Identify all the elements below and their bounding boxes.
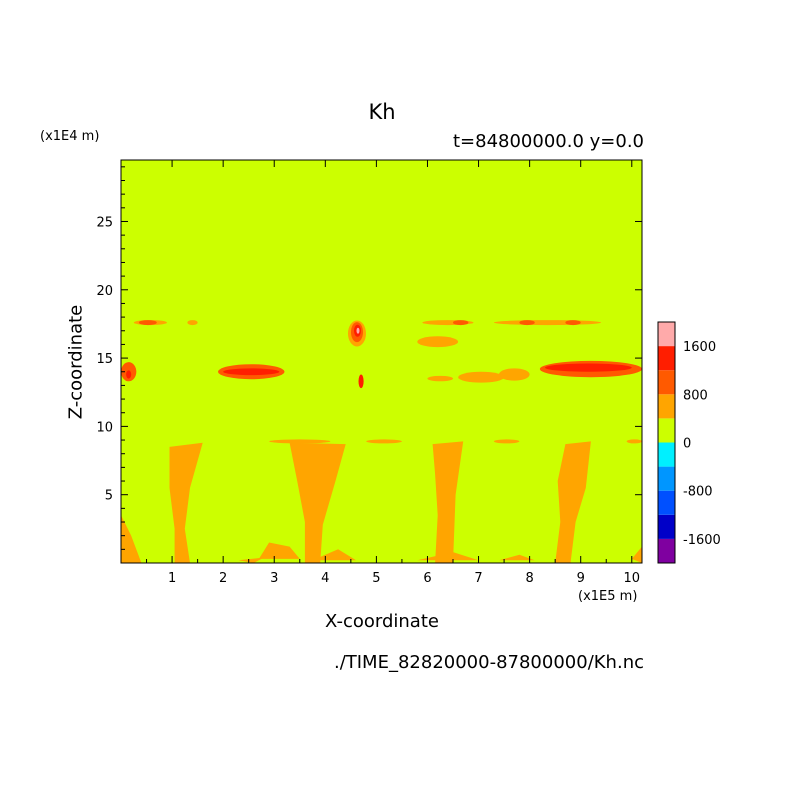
ridge-2 <box>366 439 402 444</box>
band-region-9 <box>358 374 364 389</box>
source-file-label: ./TIME_82820000-87800000/Kh.nc <box>333 652 644 673</box>
y-tick-label: 15 <box>96 352 113 367</box>
streak-6 <box>493 320 602 326</box>
band-region-6 <box>498 368 530 381</box>
x-tick-label: 1 <box>168 571 176 586</box>
ridge-4 <box>626 439 642 444</box>
colorbar-label: -800 <box>683 485 713 500</box>
plume-6 <box>258 542 300 559</box>
x-tick-label: 5 <box>372 571 380 586</box>
band-region-4 <box>223 368 280 376</box>
colorbar-label: -1600 <box>683 533 721 548</box>
colorbar-swatch <box>658 538 675 563</box>
x-tick-label: 9 <box>577 571 585 586</box>
x-tick-label: 2 <box>219 571 227 586</box>
x-tick-label: 10 <box>624 571 641 586</box>
y-tick-label: 5 <box>105 489 113 504</box>
y-tick-label: 10 <box>96 420 113 435</box>
x-tick-label: 4 <box>321 571 329 586</box>
y-tick-label: 20 <box>96 284 113 299</box>
max-peak <box>356 327 360 334</box>
band-region-11 <box>417 336 459 348</box>
colorbar-frame <box>657 321 676 564</box>
colorbar-swatch <box>658 442 675 467</box>
colorbar-swatch <box>658 418 675 443</box>
x-axis-ticks: 1 2 3 4 5 6 7 8 9 10 <box>146 160 641 586</box>
x-tick-label: 8 <box>525 571 533 586</box>
colorbar-swatch <box>658 322 675 347</box>
colorbar-label: 800 <box>683 388 708 403</box>
colorbar-label: 0 <box>683 437 691 452</box>
colorbar: -1600 -800 0 800 1600 <box>657 321 721 564</box>
plume-8 <box>499 554 535 561</box>
field-background <box>121 160 642 563</box>
plume-5 <box>121 515 142 563</box>
band-region-5 <box>458 371 505 383</box>
colorbar-swatch <box>658 466 675 491</box>
y-axis-unit: (x1E4 m) <box>40 129 100 144</box>
plume-10 <box>312 549 356 561</box>
ridge-1 <box>269 439 331 444</box>
streak-3 <box>187 320 198 326</box>
colorbar-swatch <box>658 514 675 539</box>
x-tick-label: 7 <box>474 571 482 586</box>
plume-2 <box>289 442 346 563</box>
y-axis-ticks: 5 10 15 20 25 <box>96 166 642 550</box>
colorbar-swatch <box>658 490 675 515</box>
x-tick-label: 3 <box>270 571 278 586</box>
colorbar-swatch <box>658 346 675 371</box>
plume-9 <box>631 546 642 563</box>
streak-5 <box>453 320 469 326</box>
chart-subtitle: t=84800000.0 y=0.0 <box>452 131 644 152</box>
band-region-8 <box>544 363 632 372</box>
band-region-10 <box>427 375 454 382</box>
colorbar-swatch <box>658 370 675 395</box>
y-tick-label: 25 <box>96 215 113 230</box>
ridge-3 <box>493 439 520 444</box>
band-region-2 <box>126 370 132 379</box>
streak-2 <box>138 320 157 326</box>
plot-frame <box>120 159 643 564</box>
plume-1 <box>169 442 203 563</box>
plume-3 <box>432 441 464 563</box>
colorbar-swatch <box>658 394 675 419</box>
contour-field <box>121 160 642 563</box>
chart-title: Kh <box>368 100 396 124</box>
streak-8 <box>565 320 581 326</box>
plume-7 <box>417 552 479 561</box>
x-axis-unit: (x1E5 m) <box>578 589 638 604</box>
plume-4 <box>555 441 591 563</box>
colorbar-label: 1600 <box>683 340 716 355</box>
x-axis-label: X-coordinate <box>325 611 439 632</box>
plume-11 <box>238 557 264 563</box>
x-tick-label: 6 <box>423 571 431 586</box>
streak-7 <box>519 320 535 326</box>
